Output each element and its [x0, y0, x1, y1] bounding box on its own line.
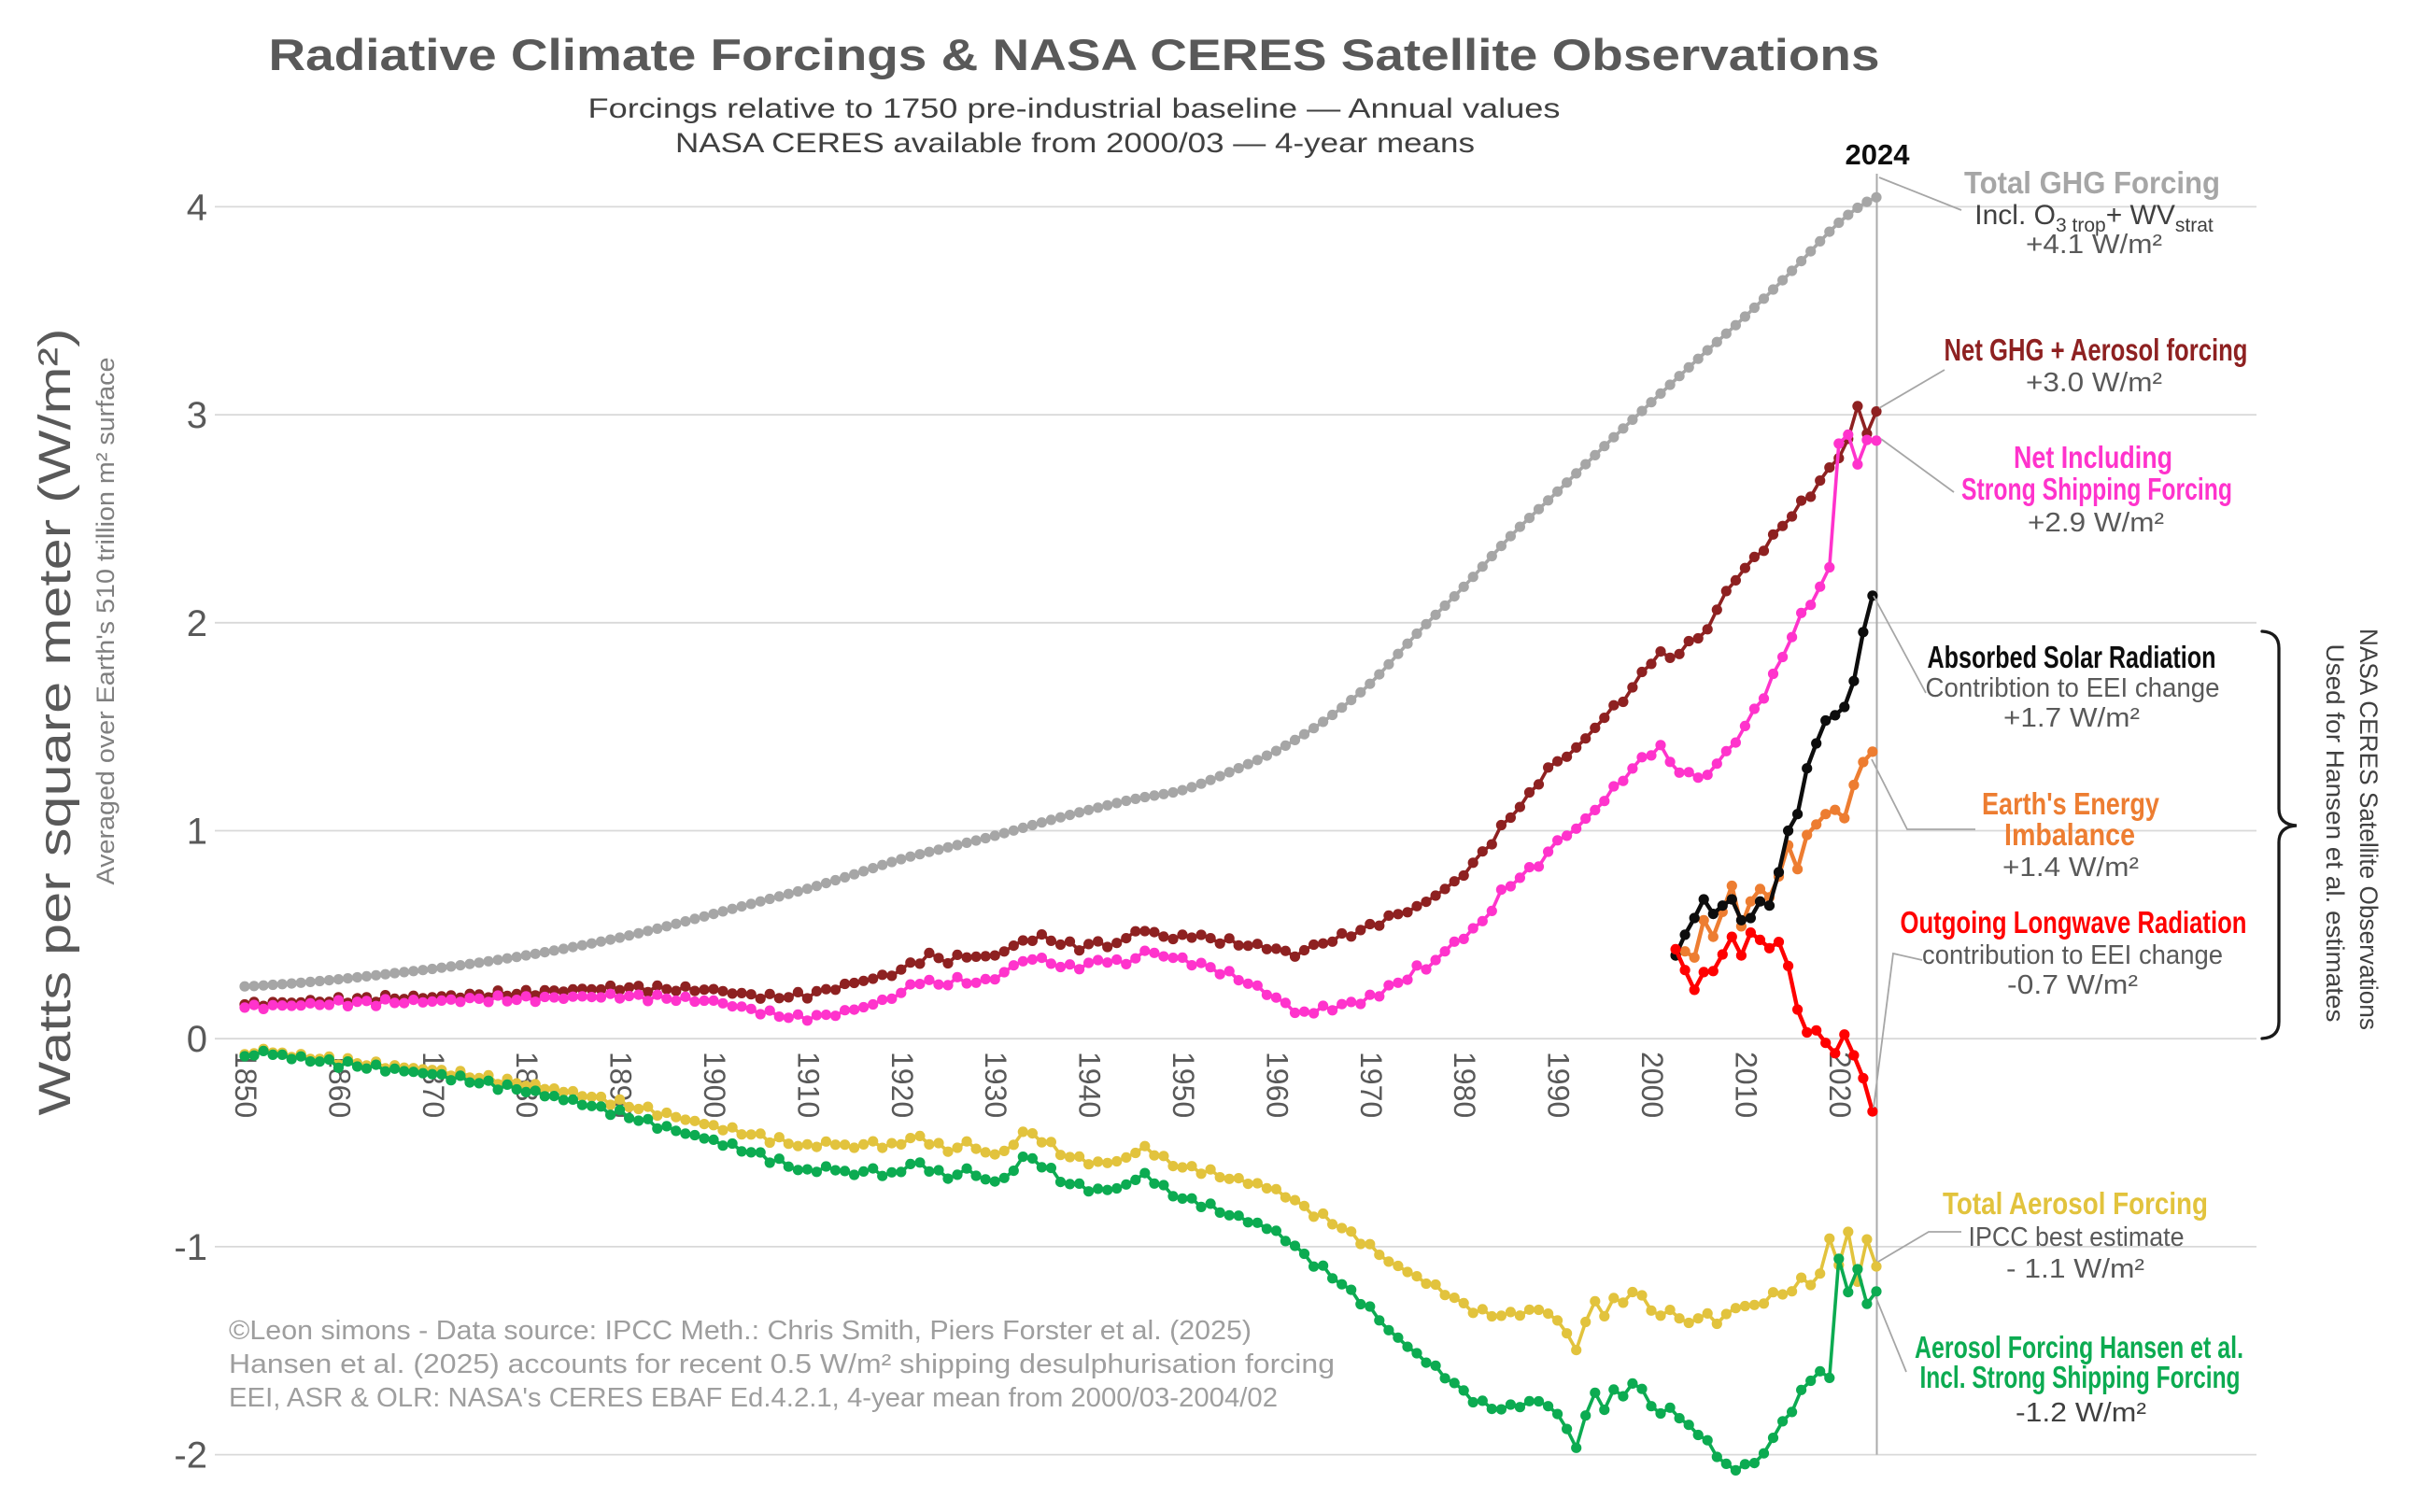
svg-text:1910: 1910	[791, 1052, 825, 1118]
svg-text:2020: 2020	[1823, 1052, 1857, 1118]
svg-text:contribution to EEI change: contribution to EEI change	[1922, 940, 2223, 970]
svg-text:Used for Hansen et al. estimat: Used for Hansen et al. estimates	[2321, 644, 2349, 1023]
svg-text:2: 2	[187, 603, 207, 644]
svg-text:Imbalance: Imbalance	[2004, 817, 2135, 852]
svg-text:4: 4	[187, 187, 207, 228]
svg-text:Net GHG + Aerosol forcing: Net GHG + Aerosol forcing	[1945, 332, 2248, 367]
svg-text:Forcings relative to 1750 pre-: Forcings relative to 1750 pre-industrial…	[588, 93, 1561, 124]
svg-text:2010: 2010	[1729, 1052, 1762, 1118]
svg-text:IPCC best estimate: IPCC best estimate	[1969, 1222, 2185, 1252]
svg-text:1850: 1850	[229, 1052, 262, 1118]
svg-text:2024: 2024	[1846, 138, 1911, 171]
svg-text:+1.4 W/m²: +1.4 W/m²	[2002, 853, 2139, 883]
svg-text:1920: 1920	[885, 1052, 919, 1118]
svg-text:Radiative Climate Forcings & N: Radiative Climate Forcings & NASA CERES …	[269, 30, 1880, 79]
svg-text:Incl. Strong Shipping Forcing: Incl. Strong Shipping Forcing	[1920, 1360, 2241, 1394]
svg-text:2000: 2000	[1635, 1052, 1669, 1118]
svg-text:Total GHG Forcing: Total GHG Forcing	[1964, 165, 2220, 200]
svg-text:+2.9 W/m²: +2.9 W/m²	[2028, 508, 2164, 538]
svg-text:-0.7 W/m²: -0.7 W/m²	[2007, 970, 2138, 1000]
svg-text:1980: 1980	[1448, 1052, 1481, 1118]
svg-text:Total Aerosol Forcing: Total Aerosol Forcing	[1943, 1186, 2208, 1221]
svg-text:3: 3	[187, 395, 207, 436]
svg-text:-2: -2	[174, 1435, 207, 1477]
svg-text:1900: 1900	[698, 1052, 731, 1118]
svg-text:Net Including: Net Including	[2014, 440, 2172, 474]
svg-text:1950: 1950	[1167, 1052, 1200, 1118]
svg-text:+3.0 W/m²: +3.0 W/m²	[2026, 368, 2162, 398]
svg-text:EEI, ASR & OLR: NASA's CERES E: EEI, ASR & OLR: NASA's CERES EBAF Ed.4.2…	[229, 1383, 1278, 1413]
svg-text:Outgoing Longwave Radiation: Outgoing Longwave Radiation	[1901, 905, 2247, 940]
svg-text:Strong Shipping Forcing: Strong Shipping Forcing	[1961, 472, 2232, 506]
svg-text:Averaged over Earth's 510 tril: Averaged over Earth's 510 trillion m² su…	[92, 358, 120, 885]
svg-text:Contribtion to EEI change: Contribtion to EEI change	[1926, 673, 2220, 703]
svg-text:Aerosol Forcing Hansen et al.: Aerosol Forcing Hansen et al.	[1915, 1330, 2243, 1364]
svg-text:1990: 1990	[1542, 1052, 1576, 1118]
svg-text:0: 0	[187, 1019, 207, 1060]
svg-text:Earth's Energy: Earth's Energy	[1982, 786, 2160, 821]
svg-text:1: 1	[187, 812, 207, 853]
svg-text:1940: 1940	[1073, 1052, 1107, 1118]
svg-text:Absorbed Solar Radiation: Absorbed Solar Radiation	[1928, 640, 2216, 674]
svg-text:1870: 1870	[417, 1052, 450, 1118]
svg-text:1930: 1930	[979, 1052, 1012, 1118]
svg-text:+1.7 W/m²: +1.7 W/m²	[2003, 703, 2140, 733]
svg-text:Watts per square meter (W/m²): Watts per square meter (W/m²)	[31, 329, 80, 1116]
svg-text:-1.2 W/m²: -1.2 W/m²	[2016, 1398, 2146, 1428]
svg-text:©Leon simons - Data source: IP: ©Leon simons - Data source: IPCC Meth.: …	[229, 1316, 1252, 1346]
svg-text:NASA CERES Satellite Observati: NASA CERES Satellite Observations	[2355, 629, 2383, 1030]
svg-text:NASA CERES available from 2000: NASA CERES available from 2000/03 — 4-ye…	[675, 128, 1475, 159]
svg-text:1960: 1960	[1260, 1052, 1294, 1118]
svg-text:1970: 1970	[1354, 1052, 1388, 1118]
svg-text:-1: -1	[174, 1227, 207, 1268]
svg-text:+4.1 W/m²: +4.1 W/m²	[2026, 230, 2162, 260]
svg-text:Hansen et al. (2025) accounts: Hansen et al. (2025) accounts for recent…	[229, 1349, 1335, 1379]
svg-text:- 1.1 W/m²: - 1.1 W/m²	[2006, 1254, 2144, 1284]
svg-text:Incl. O3 trop+ WVstrat: Incl. O3 trop+ WVstrat	[1974, 200, 2214, 236]
